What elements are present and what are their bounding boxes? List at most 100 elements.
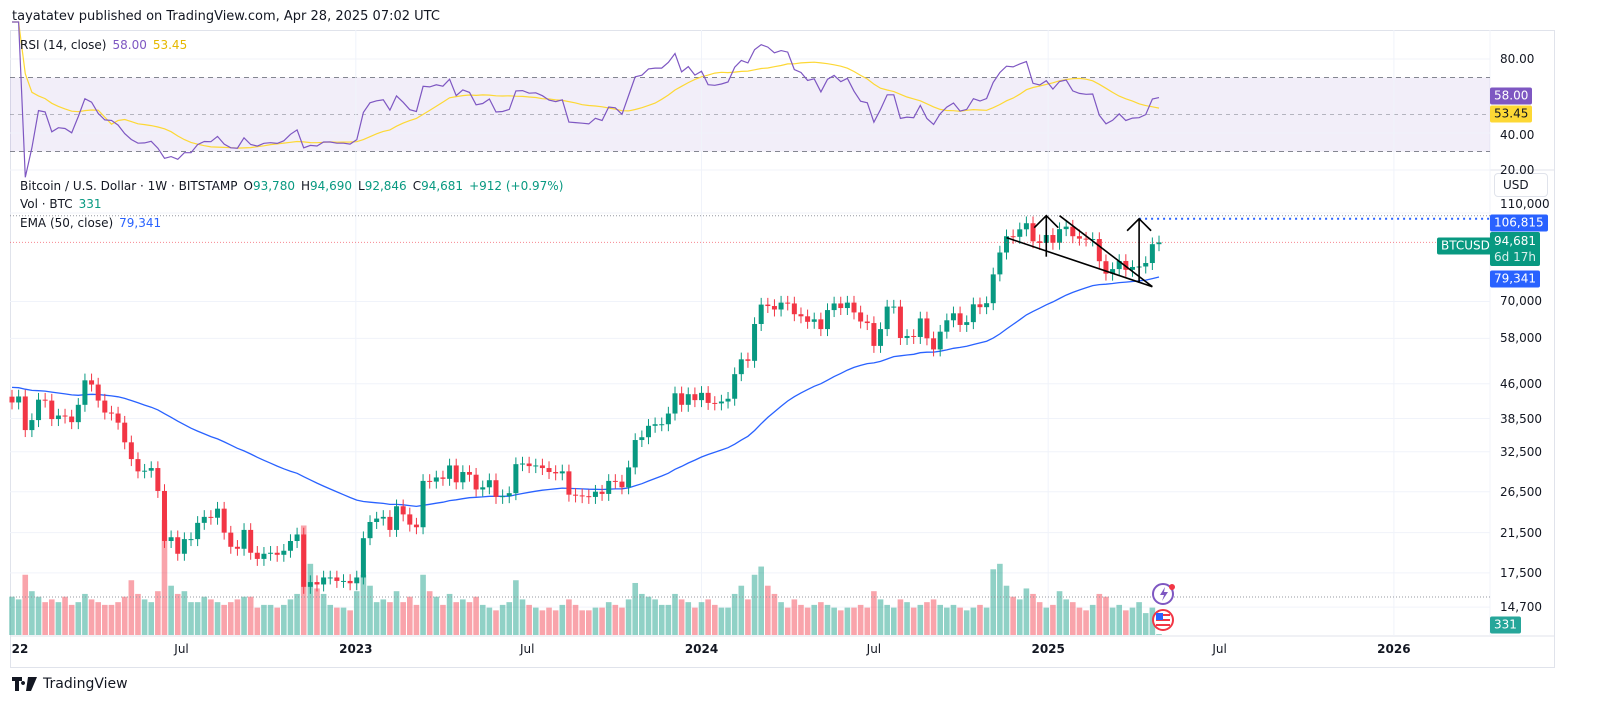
candle-body bbox=[824, 310, 830, 330]
volume-bar bbox=[227, 602, 234, 635]
candle-body bbox=[838, 303, 844, 309]
volume-bar bbox=[155, 591, 161, 635]
candle-body bbox=[559, 471, 565, 474]
candle-body bbox=[931, 338, 937, 350]
candle bbox=[294, 527, 300, 548]
candle-body bbox=[155, 468, 161, 491]
candle bbox=[904, 329, 910, 345]
candle bbox=[864, 314, 870, 331]
arrow-up-icon[interactable] bbox=[1126, 217, 1152, 283]
volume-bar bbox=[658, 604, 665, 635]
candle-body bbox=[1017, 229, 1023, 237]
symbol-legend: Bitcoin / U.S. Dollar · 1W · BITSTAMP O93… bbox=[20, 179, 569, 193]
candle-body bbox=[791, 303, 797, 315]
candle bbox=[380, 510, 386, 526]
candle bbox=[705, 386, 711, 410]
volume-bar bbox=[1010, 596, 1016, 635]
volume-bar bbox=[387, 602, 393, 635]
ema-line[interactable] bbox=[11, 276, 1160, 508]
ema-price-tag: 79,341 bbox=[1490, 270, 1540, 288]
volume-bar bbox=[665, 604, 672, 635]
volume-bar bbox=[890, 607, 897, 635]
volume-bar bbox=[844, 607, 851, 635]
candle bbox=[957, 306, 963, 332]
price-axis-tick: 21,500 bbox=[1500, 525, 1542, 540]
symbol-title[interactable]: Bitcoin / U.S. Dollar · 1W · BITSTAMP bbox=[20, 179, 238, 193]
volume-bar bbox=[95, 602, 101, 635]
volume-bar bbox=[48, 599, 55, 635]
volume-bar bbox=[499, 604, 506, 635]
arrow-up-icon[interactable] bbox=[1033, 214, 1059, 257]
rsi-ma-line[interactable] bbox=[12, 21, 1160, 149]
candle bbox=[692, 387, 698, 408]
lightning-event-icon[interactable] bbox=[1152, 583, 1175, 605]
price-axis-tick: 32,500 bbox=[1500, 444, 1542, 459]
volume-bar bbox=[413, 604, 420, 635]
volume-bar bbox=[904, 602, 910, 635]
volume-bar bbox=[400, 602, 406, 635]
trendline[interactable] bbox=[1059, 215, 1153, 288]
candle bbox=[659, 417, 665, 432]
candle bbox=[1010, 229, 1016, 244]
candle bbox=[49, 393, 55, 427]
tradingview-logo[interactable]: TradingView bbox=[12, 676, 128, 692]
volume-bar bbox=[168, 585, 174, 635]
volume-bar bbox=[254, 607, 261, 635]
volume-bar bbox=[546, 607, 552, 635]
candle-body bbox=[1004, 236, 1009, 253]
candle-body bbox=[168, 537, 174, 542]
candle-body bbox=[1083, 238, 1089, 240]
volume-bar bbox=[612, 604, 619, 635]
candle bbox=[878, 322, 884, 353]
candle bbox=[984, 296, 990, 315]
candle bbox=[672, 386, 678, 421]
candle bbox=[108, 405, 114, 421]
volume-bar bbox=[320, 593, 327, 635]
candle-body bbox=[626, 467, 632, 488]
publish-info: tayatatev published on TradingView.com, … bbox=[12, 9, 440, 24]
candle bbox=[440, 470, 446, 486]
candle-body bbox=[380, 516, 386, 519]
candle-body bbox=[1149, 244, 1155, 264]
candle bbox=[513, 457, 519, 501]
volume-bar bbox=[82, 593, 88, 635]
candle-body bbox=[1057, 229, 1063, 243]
candle-body bbox=[1116, 260, 1122, 270]
volume-bar bbox=[997, 563, 1003, 635]
candle-body bbox=[1143, 263, 1149, 267]
candle-body bbox=[566, 471, 572, 495]
candle bbox=[606, 474, 612, 501]
volume-bar bbox=[818, 602, 824, 635]
candle bbox=[307, 575, 313, 594]
volume-bar bbox=[639, 593, 645, 635]
trendline[interactable] bbox=[1006, 236, 1153, 288]
candle-body bbox=[493, 480, 499, 497]
candle bbox=[831, 296, 837, 318]
candle-body bbox=[89, 380, 95, 385]
candle bbox=[639, 430, 645, 448]
us-flag-event-icon[interactable] bbox=[1152, 609, 1174, 631]
candle-body bbox=[261, 553, 267, 559]
candle bbox=[208, 510, 214, 525]
candle-body bbox=[506, 493, 512, 497]
candle-body bbox=[645, 425, 651, 438]
volume-bar bbox=[393, 591, 400, 635]
candle-body bbox=[360, 538, 366, 578]
rsi-line[interactable] bbox=[12, 21, 1160, 178]
volume-bar bbox=[135, 593, 141, 635]
candle bbox=[1143, 256, 1149, 274]
candle-body bbox=[964, 322, 970, 325]
volume-bar bbox=[1030, 593, 1036, 635]
currency-button[interactable]: USD bbox=[1494, 173, 1548, 197]
candle bbox=[685, 387, 691, 412]
candle-body bbox=[22, 396, 28, 431]
volume-bar bbox=[22, 574, 29, 635]
candle bbox=[228, 525, 234, 554]
low-label: L bbox=[358, 179, 365, 193]
volume-bar bbox=[241, 596, 247, 635]
volume-legend: Vol · BTC 331 bbox=[20, 197, 108, 211]
candle-body bbox=[745, 359, 751, 361]
volume-tag: 331 bbox=[1490, 616, 1521, 634]
candle bbox=[632, 433, 638, 475]
